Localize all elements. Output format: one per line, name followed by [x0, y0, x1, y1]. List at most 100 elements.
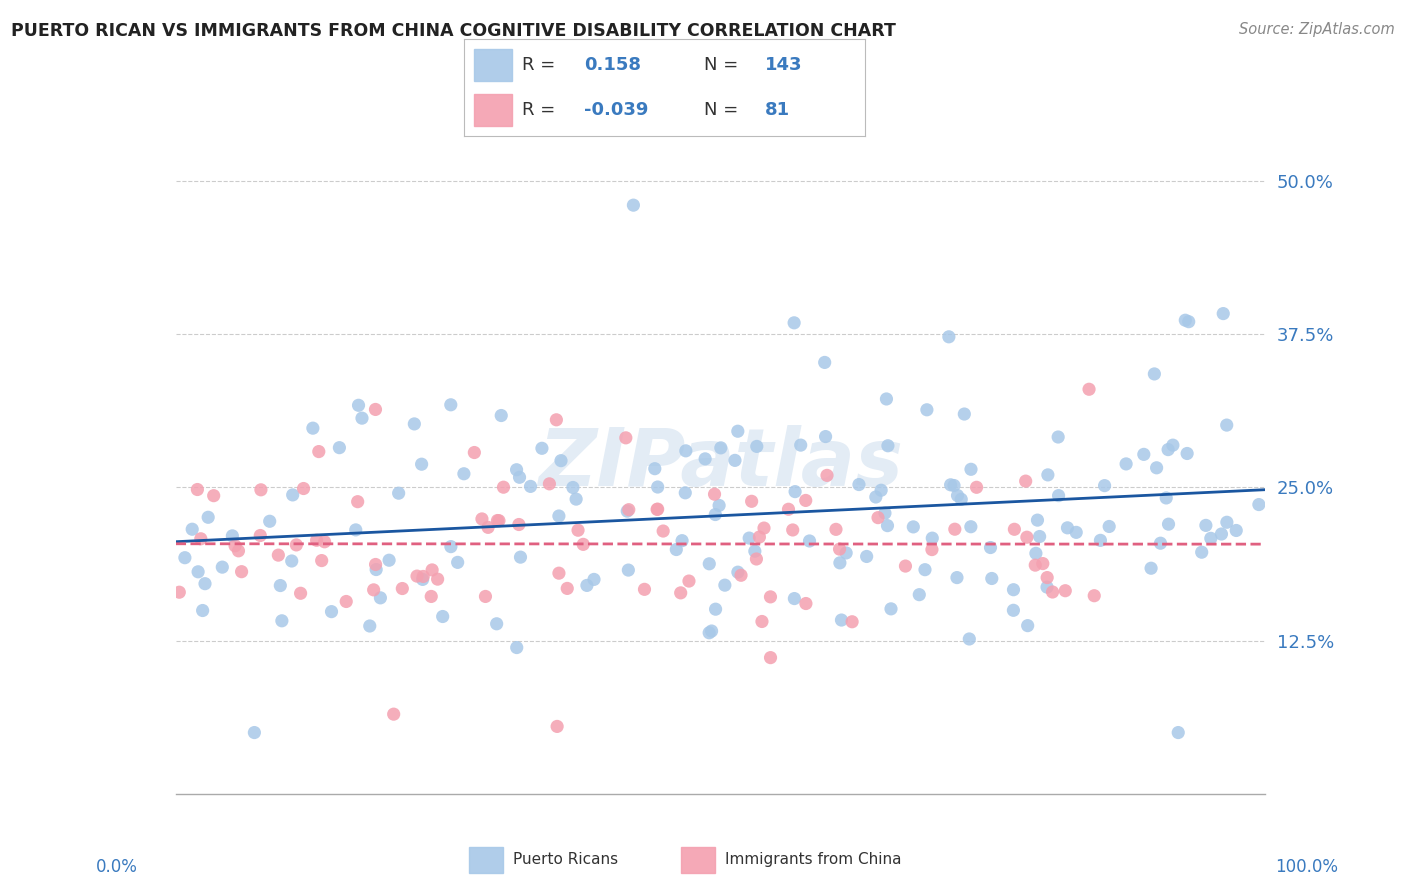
Point [673, 485, 696, 500]
Point [359, 619, 381, 633]
Point [915, 402, 938, 417]
Point [259, 514, 281, 528]
Point [876, 518, 898, 533]
Point [957, 632, 980, 646]
Point [980, 572, 1002, 586]
Point [783, 591, 806, 606]
Text: ZIPatlas: ZIPatlas [538, 425, 903, 503]
Point [724, 453, 747, 467]
Point [644, 461, 666, 475]
Point [486, 514, 509, 528]
Text: PUERTO RICAN VS IMMIGRANTS FROM CHINA COGNITIVE DISABILITY CORRELATION CHART: PUERTO RICAN VS IMMIGRANTS FROM CHINA CO… [11, 22, 896, 40]
Point [572, 537, 595, 551]
Point [752, 521, 775, 535]
Point [575, 578, 598, 592]
Point [1098, 519, 1121, 533]
Point [953, 407, 976, 421]
Text: Source: ZipAtlas.com: Source: ZipAtlas.com [1239, 22, 1395, 37]
Point [1064, 525, 1087, 540]
Text: -0.039: -0.039 [585, 101, 648, 119]
Point [943, 478, 966, 492]
Point [561, 481, 583, 495]
Point [197, 510, 219, 524]
Point [388, 486, 411, 500]
Point [243, 725, 266, 739]
Point [565, 492, 588, 507]
Point [1002, 582, 1025, 597]
Point [530, 442, 553, 456]
Point [1177, 315, 1199, 329]
Point [794, 597, 817, 611]
Point [1247, 498, 1270, 512]
Point [302, 421, 325, 435]
Point [966, 480, 988, 494]
Point [211, 560, 233, 574]
Text: R =: R = [522, 101, 555, 119]
Point [471, 512, 494, 526]
Point [1146, 460, 1168, 475]
Point [950, 492, 973, 507]
Point [347, 398, 370, 412]
Point [249, 528, 271, 542]
Point [960, 520, 983, 534]
Point [290, 586, 312, 600]
Point [308, 444, 330, 458]
Point [221, 529, 243, 543]
Point [759, 590, 782, 604]
Point [921, 531, 943, 545]
Text: R =: R = [522, 56, 555, 74]
Point [281, 488, 304, 502]
Point [1115, 457, 1137, 471]
Point [567, 523, 589, 537]
Point [582, 573, 605, 587]
Point [548, 508, 571, 523]
Point [617, 502, 640, 516]
Point [633, 582, 655, 597]
Point [509, 550, 531, 565]
Point [814, 355, 837, 369]
Point [538, 476, 561, 491]
Point [489, 409, 512, 423]
Point [440, 540, 463, 554]
Point [645, 502, 668, 516]
Point [187, 565, 209, 579]
Point [697, 557, 720, 571]
Point [782, 523, 804, 537]
Point [738, 531, 761, 545]
Point [794, 493, 817, 508]
Point [1191, 545, 1213, 559]
Point [1002, 522, 1025, 536]
Point [411, 457, 433, 471]
Point [474, 590, 496, 604]
Point [382, 707, 405, 722]
Point [894, 559, 917, 574]
Point [745, 439, 768, 453]
Point [921, 542, 943, 557]
Point [1211, 527, 1233, 541]
Point [665, 542, 688, 557]
Point [492, 480, 515, 494]
Point [1167, 725, 1189, 739]
Point [785, 484, 807, 499]
Point [946, 489, 969, 503]
Point [877, 439, 900, 453]
Point [1025, 546, 1047, 560]
Text: Puerto Ricans: Puerto Ricans [513, 853, 619, 867]
Point [488, 514, 510, 528]
Point [412, 569, 434, 583]
Point [669, 586, 692, 600]
Point [432, 609, 454, 624]
Point [344, 523, 367, 537]
Point [363, 582, 385, 597]
Point [730, 568, 752, 582]
Point [174, 550, 197, 565]
Point [1212, 307, 1234, 321]
Point [1133, 447, 1156, 461]
Point [938, 330, 960, 344]
Point [828, 556, 851, 570]
Point [366, 562, 388, 576]
Point [1140, 561, 1163, 575]
Point [1083, 589, 1105, 603]
Point [335, 594, 357, 608]
Point [700, 624, 723, 638]
